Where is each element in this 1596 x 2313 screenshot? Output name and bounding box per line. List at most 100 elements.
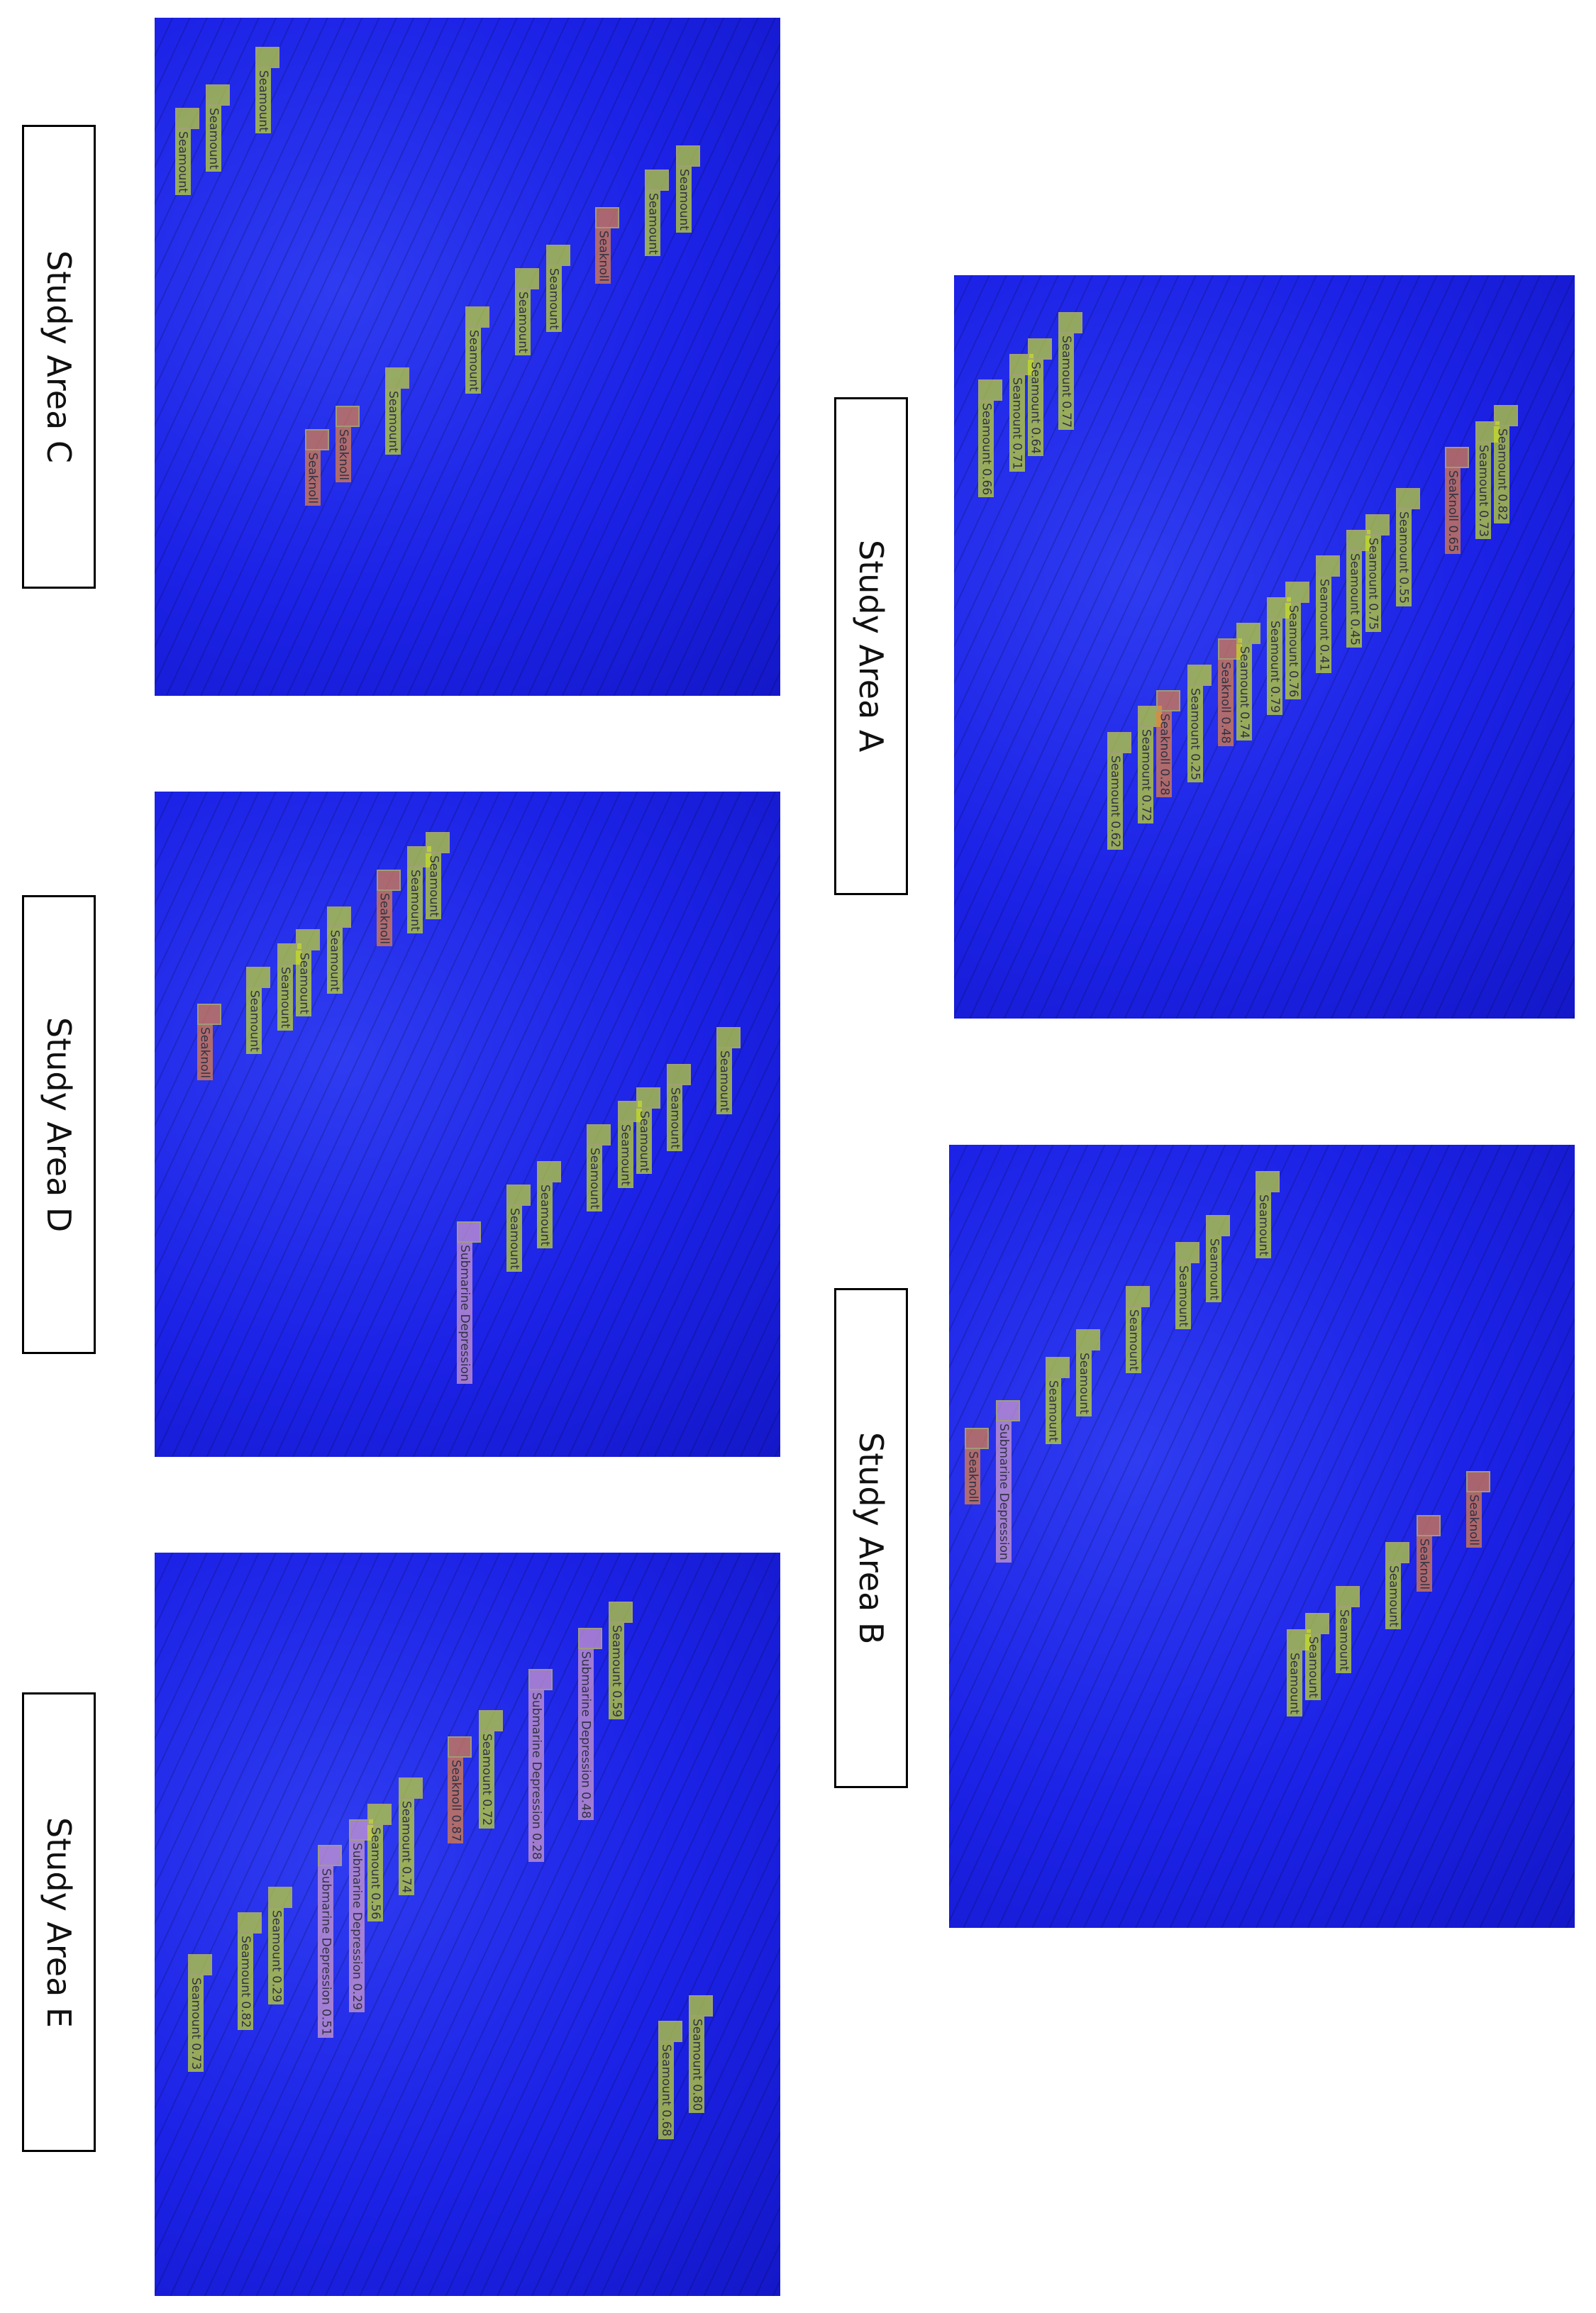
- detection-label: Seamount: [537, 1182, 553, 1249]
- detection: Seamount: [515, 268, 540, 356]
- detection-label: Submarine Depression 0.48: [577, 1648, 594, 1821]
- detection: Seamount 0.62: [1107, 731, 1132, 850]
- detection-label: Seamount: [465, 327, 482, 394]
- detection-label: Seamount 0.72: [1138, 727, 1154, 824]
- detection-box: [1206, 1214, 1231, 1236]
- detection-box: [1465, 1471, 1490, 1493]
- detection-box: [296, 929, 321, 951]
- study-area-label-text: Study Area C: [40, 250, 78, 464]
- detection: Seamount 0.66: [978, 379, 1003, 498]
- bathymetry-panel: Submarine Depression 0.29 Seamount 0.80 Se…: [155, 1553, 780, 2296]
- detection-box: [1385, 1542, 1410, 1564]
- detection-label: Seaknoll: [196, 1025, 213, 1081]
- detection: Submarine Depression 0.48: [577, 1627, 602, 1821]
- detection-label: Seaknoll 0.65: [1445, 467, 1461, 555]
- detection-box: [1076, 1329, 1101, 1351]
- detection-label: Seamount: [545, 266, 562, 333]
- detection-box: [1058, 312, 1082, 334]
- detection-box: [1236, 623, 1260, 645]
- detection-label: Seamount: [617, 1122, 633, 1189]
- detection: Seamount 0.59: [609, 1602, 633, 1720]
- detection: Seamount 0.68: [658, 2021, 682, 2139]
- detection: Seamount 0.45: [1346, 529, 1371, 648]
- detection: Seaknoll: [1416, 1514, 1441, 1592]
- detection-box: [1445, 446, 1470, 468]
- detection-label: Seamount: [636, 1108, 652, 1175]
- detection: Seamount 0.80: [689, 1995, 714, 2114]
- detection-box: [448, 1736, 472, 1758]
- detection-label: Seamount 0.25: [1187, 685, 1203, 782]
- detection-box: [609, 1602, 633, 1624]
- detection: Submarine Depression 0.28: [528, 1668, 553, 1862]
- detection-label: Seamount: [174, 129, 191, 195]
- detection: Seamount: [636, 1087, 660, 1175]
- detection-box: [326, 906, 351, 928]
- detection-box: [1304, 1613, 1329, 1635]
- detection-label: Seamount: [1076, 1350, 1092, 1417]
- detection-label: Seaknoll 0.28: [1156, 711, 1173, 798]
- detection-box: [1187, 664, 1212, 686]
- detection-label: Seamount: [1256, 1192, 1272, 1259]
- detection-label: Seamount 0.80: [689, 2017, 705, 2114]
- study-area-label: Study Area A: [834, 397, 908, 895]
- detection-label: Seamount: [296, 950, 312, 1017]
- detection-box: [965, 1427, 990, 1449]
- detection-box: [537, 1161, 562, 1183]
- detection: Seamount: [667, 1064, 692, 1151]
- detection: Seamount: [174, 108, 199, 195]
- detection-label: Seamount: [1385, 1563, 1402, 1629]
- bathymetry-panel: Seaknoll 0.48 Seamount 0.71 Seamount 0.45 S…: [954, 275, 1575, 1019]
- bathymetry-panel: Seamount Seamount Seaknoll Seamount Seamount…: [155, 18, 780, 696]
- detection-box: [384, 367, 409, 389]
- detection-box: [658, 2021, 682, 2043]
- detection: Seamount 0.41: [1316, 555, 1341, 674]
- detection: Seaknoll: [196, 1004, 221, 1081]
- detection-label: Seamount: [675, 167, 692, 233]
- detection-label: Seamount: [645, 190, 661, 257]
- bathymetry-panel: Seamount Seamount Seaknoll Seamount Submarin…: [949, 1145, 1575, 1928]
- detection: Seamount: [1076, 1329, 1101, 1417]
- detection-box: [1156, 690, 1181, 712]
- detection-label: Seamount 0.73: [188, 1975, 204, 2072]
- detection-box: [689, 1995, 714, 2017]
- detection: Seamount: [1385, 1542, 1410, 1629]
- detection: Seaknoll: [304, 428, 329, 506]
- detection: Seamount: [716, 1026, 741, 1114]
- detection-box: [196, 1004, 221, 1026]
- detection-label: Submarine Depression: [995, 1421, 1012, 1563]
- detection-box: [1316, 555, 1341, 577]
- detection-label: Seamount: [716, 1048, 733, 1114]
- detection-label: Seaknoll: [376, 890, 392, 946]
- detection-label: Seamount 0.79: [1267, 618, 1282, 715]
- detection: Seamount 0.75: [1365, 514, 1390, 632]
- detection-label: Seamount: [1125, 1307, 1141, 1373]
- detection-box: [426, 832, 450, 854]
- detection-label: Seaknoll 0.48: [1217, 660, 1234, 746]
- detection: Seamount: [1336, 1585, 1361, 1673]
- detection-label: Seamount 0.71: [1009, 375, 1025, 472]
- detection-box: [1125, 1285, 1150, 1307]
- detection-label: Seamount 0.75: [1365, 535, 1381, 632]
- detection-label: Seamount 0.74: [398, 1799, 414, 1896]
- detection-box: [465, 306, 490, 328]
- detection-box: [205, 84, 230, 106]
- detection: Seaknoll: [965, 1427, 990, 1504]
- detection-box: [675, 145, 700, 167]
- detection-label: Seamount 0.72: [478, 1731, 494, 1829]
- detection-box: [318, 1845, 343, 1867]
- detection-label: Seamount: [255, 67, 271, 134]
- detection-label: Seamount 0.82: [1494, 426, 1510, 523]
- detection: Seamount 0.29: [268, 1886, 293, 2004]
- detection-label: Seamount: [426, 853, 442, 920]
- detection: Seamount: [1286, 1629, 1311, 1717]
- detection: Submarine Depression 0.51: [318, 1845, 343, 2039]
- detection-label: Seamount: [326, 927, 343, 994]
- detection-label: Seaknoll 0.87: [448, 1757, 464, 1844]
- detection-label: Seaknoll: [304, 450, 321, 506]
- detection: Seamount: [246, 966, 271, 1054]
- detection-label: Seamount: [277, 965, 293, 1031]
- study-area-label: Study Area C: [22, 125, 96, 589]
- detection: Seamount 0.82: [1494, 405, 1519, 523]
- detection: Seamount: [465, 306, 490, 394]
- detection-label: Seamount: [515, 289, 531, 356]
